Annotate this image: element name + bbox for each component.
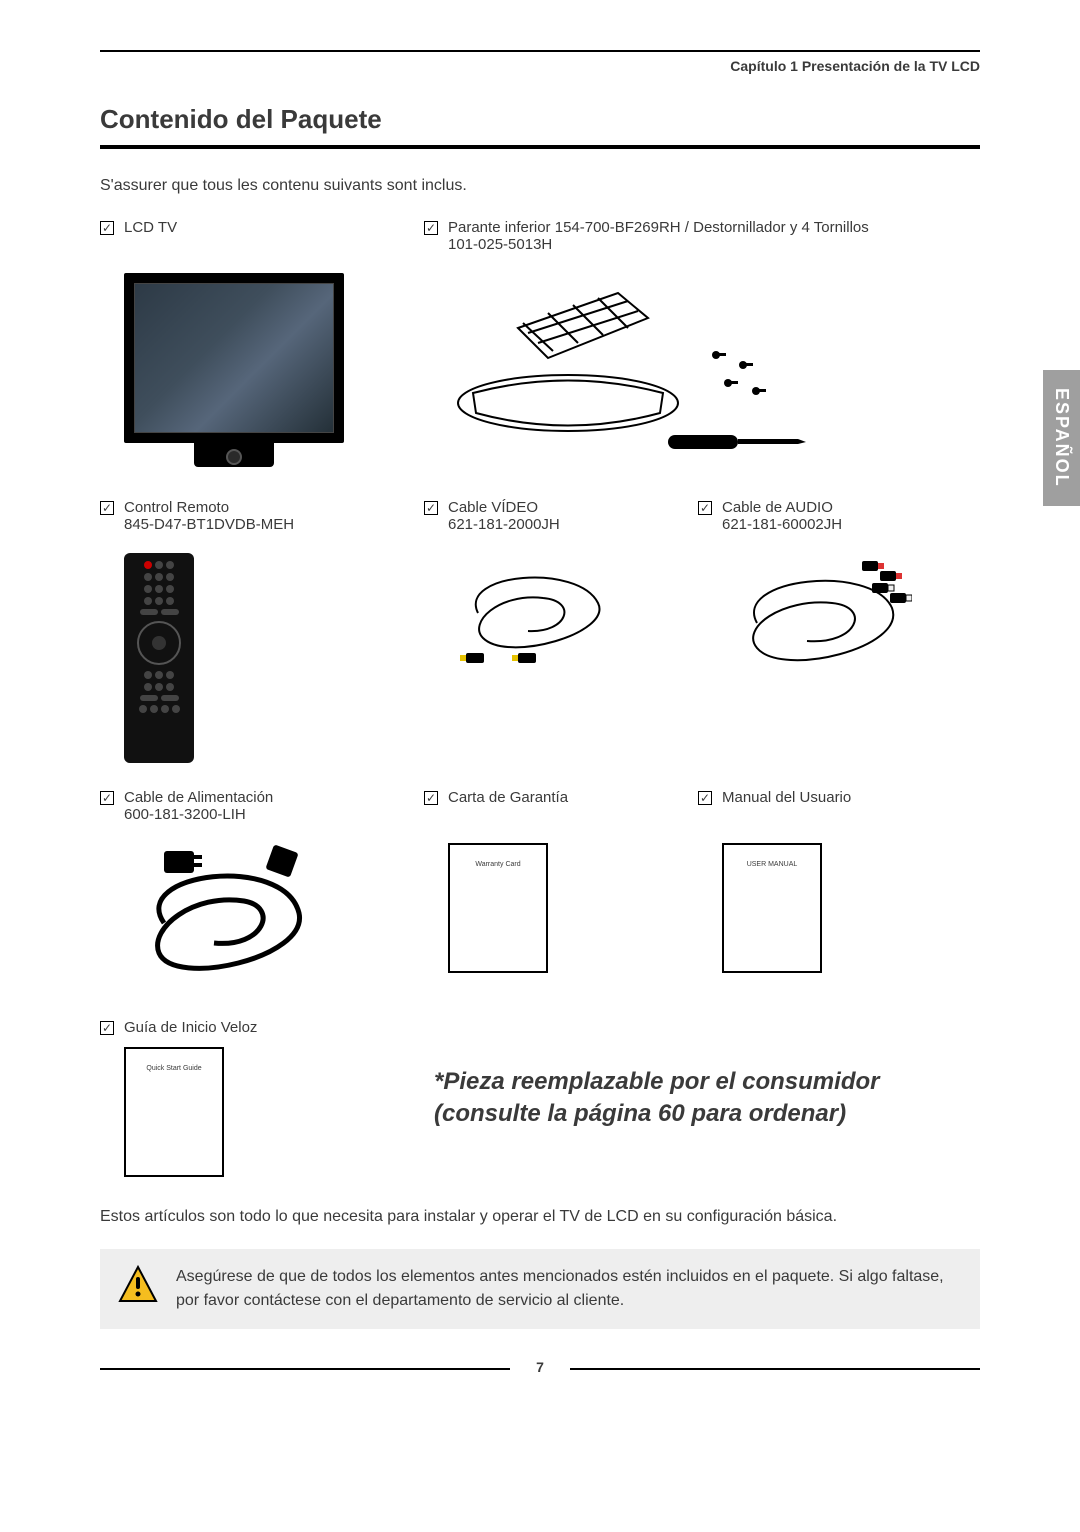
item-warranty: ✓ Carta de Garantía Warranty Card	[424, 789, 674, 993]
item-video-cable: ✓ Cable VÍDEO 621-181-2000JH	[424, 499, 674, 763]
checkbox-icon: ✓	[100, 501, 114, 515]
item-audio-cable: ✓ Cable de AUDIO 621-181-60002JH	[698, 499, 978, 763]
checkbox-icon: ✓	[424, 791, 438, 805]
warning-text: Asegúrese de que de todos los elementos …	[176, 1265, 962, 1313]
item-label: Cable de AUDIO 621-181-60002JH	[722, 499, 842, 533]
user-manual-illustration: USER MANUAL	[722, 843, 822, 973]
item-label: Control Remoto 845-D47-BT1DVDB-MEH	[124, 499, 294, 533]
doc-caption: Warranty Card	[475, 861, 520, 868]
item-label: Parante inferior 154-700-BF269RH / Desto…	[448, 219, 869, 253]
checkbox-icon: ✓	[100, 1021, 114, 1035]
closing-text: Estos artículos son todo lo que necesita…	[100, 1205, 980, 1229]
replaceable-note: *Pieza reemplazable por el consumidor (c…	[424, 1066, 978, 1131]
item-label: Cable VÍDEO 621-181-2000JH	[448, 499, 560, 533]
qsg-illustration: Quick Start Guide	[124, 1047, 224, 1177]
lcd-tv-illustration	[124, 273, 344, 469]
contents-grid: ✓ LCD TV ✓ Parante inferior 154-700-BF26…	[100, 219, 980, 1177]
item-label: LCD TV	[124, 219, 177, 236]
item-label-text: Cable de AUDIO	[722, 499, 833, 516]
checkbox-icon: ✓	[424, 221, 438, 235]
section-title: Contenido del Paquete	[100, 104, 980, 135]
item-part-number: 600-181-3200-LIH	[124, 806, 273, 823]
item-remote: ✓ Control Remoto 845-D47-BT1DVDB-MEH	[100, 499, 400, 763]
item-manual: ✓ Manual del Usuario USER MANUAL	[698, 789, 978, 993]
warning-box: Asegúrese de que de todos los elementos …	[100, 1249, 980, 1329]
item-qsg: ✓ Guía de Inicio Veloz Quick Start Guide	[100, 1019, 400, 1177]
replaceable-note-line1: *Pieza reemplazable por el consumidor	[434, 1066, 978, 1098]
checkbox-icon: ✓	[698, 791, 712, 805]
chapter-header: Capítulo 1 Presentación de la TV LCD	[100, 58, 980, 74]
item-label: Cable de Alimentación 600-181-3200-LIH	[124, 789, 273, 823]
replaceable-note-line2: (consulte la página 60 para ordenar)	[434, 1098, 978, 1130]
item-label-text: Parante inferior 154-700-BF269RH / Desto…	[448, 219, 869, 236]
doc-caption: USER MANUAL	[747, 861, 798, 868]
page-number: 7	[526, 1359, 554, 1375]
checkbox-icon: ✓	[100, 221, 114, 235]
item-part-number: 845-D47-BT1DVDB-MEH	[124, 516, 294, 533]
warning-icon	[118, 1265, 158, 1305]
checkbox-icon: ✓	[424, 501, 438, 515]
item-part-number: 621-181-60002JH	[722, 516, 842, 533]
item-label: Guía de Inicio Veloz	[124, 1019, 257, 1036]
stand-illustration	[448, 273, 808, 473]
audio-cable-illustration	[722, 553, 912, 683]
top-rule	[100, 50, 980, 52]
remote-illustration	[124, 553, 194, 763]
intro-text: S'assurer que tous les contenu suivants …	[100, 177, 980, 195]
item-label-text: Cable VÍDEO	[448, 499, 538, 516]
doc-caption: Quick Start Guide	[146, 1065, 201, 1072]
item-label-text: Control Remoto	[124, 499, 229, 516]
page-footer: 7	[100, 1359, 980, 1379]
section-rule	[100, 145, 980, 149]
page: Capítulo 1 Presentación de la TV LCD Con…	[0, 0, 1080, 1419]
item-power-cable: ✓ Cable de Alimentación 600-181-3200-LIH	[100, 789, 400, 993]
power-cable-illustration	[124, 843, 314, 993]
item-label: Carta de Garantía	[448, 789, 568, 806]
item-label: Manual del Usuario	[722, 789, 851, 806]
item-part-number: 621-181-2000JH	[448, 516, 560, 533]
item-part-number: 101-025-5013H	[448, 236, 869, 253]
video-cable-illustration	[448, 553, 618, 673]
item-label-text: Cable de Alimentación	[124, 789, 273, 806]
item-stand: ✓ Parante inferior 154-700-BF269RH / Des…	[424, 219, 978, 473]
checkbox-icon: ✓	[698, 501, 712, 515]
item-lcd-tv: ✓ LCD TV	[100, 219, 400, 473]
warranty-card-illustration: Warranty Card	[448, 843, 548, 973]
checkbox-icon: ✓	[100, 791, 114, 805]
